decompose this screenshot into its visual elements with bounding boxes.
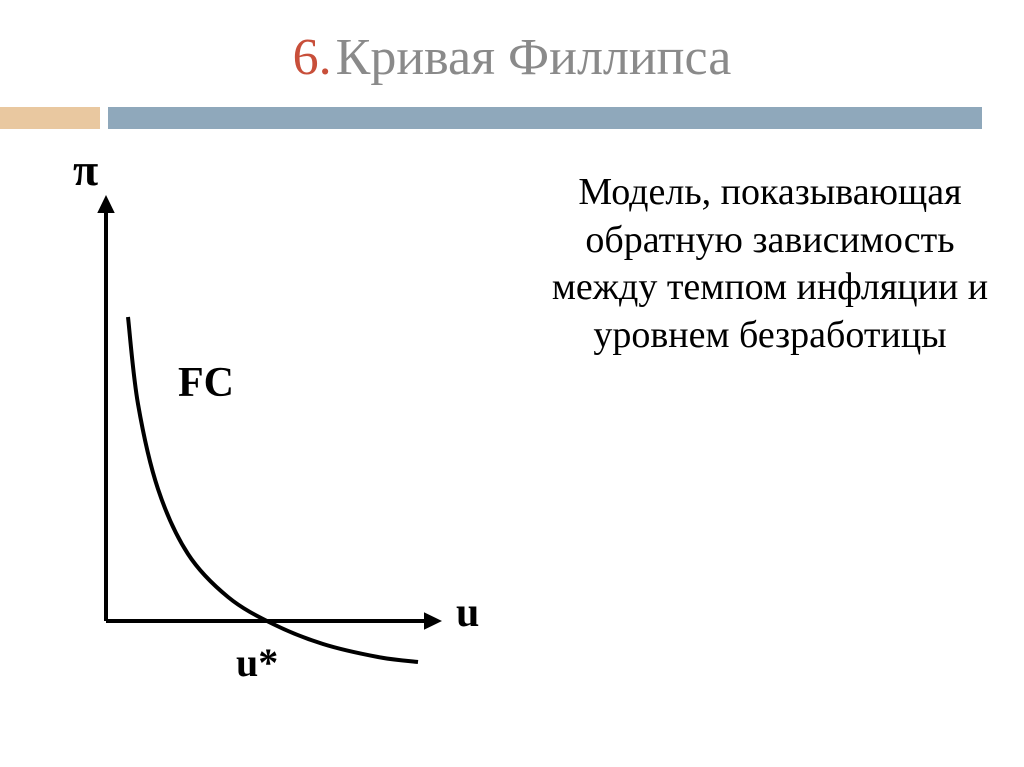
- divider-main: [108, 107, 982, 129]
- chart-svg: [58, 149, 498, 709]
- ustar-label: u*: [236, 639, 278, 686]
- slide-title: 6. Кривая Филлипса: [0, 0, 1024, 107]
- y-axis-label: π: [73, 143, 98, 196]
- x-axis-label: u: [456, 589, 479, 637]
- curve-label: FC: [178, 359, 234, 407]
- divider-bar: [0, 107, 1024, 129]
- content-area: π FC u u* Модель, показывающая обратную …: [0, 129, 1024, 749]
- title-number: 6.: [293, 29, 332, 86]
- description-text: Модель, показывающая обратную зависимост…: [540, 169, 1000, 359]
- title-text: Кривая Филлипса: [336, 29, 732, 86]
- phillips-curve-chart: π FC u u*: [58, 149, 498, 709]
- divider-accent: [0, 107, 100, 129]
